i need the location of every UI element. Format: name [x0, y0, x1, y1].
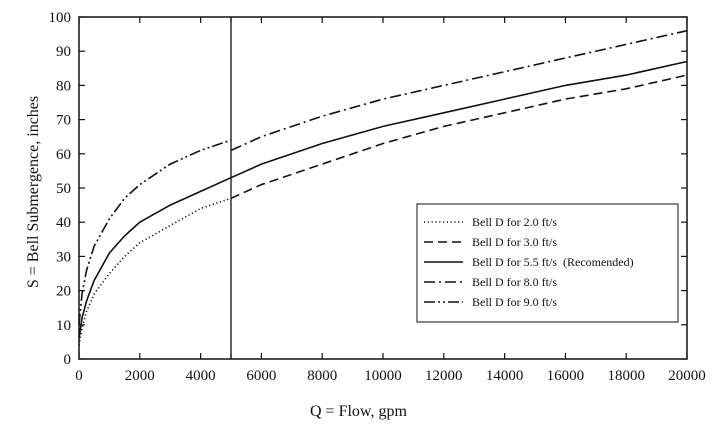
- x-tick-label: 4000: [186, 368, 216, 384]
- series-line: [78, 139, 232, 325]
- y-tick-label: 20: [56, 284, 71, 300]
- y-tick-label: 80: [56, 78, 71, 94]
- x-tick-label: 14000: [486, 368, 524, 384]
- legend-label: Bell D for 9.0 ft/s: [472, 295, 557, 309]
- series-line: [78, 60, 688, 339]
- x-tick-label: 12000: [425, 368, 463, 384]
- x-tick-label: 0: [75, 368, 83, 384]
- legend-label: Bell D for 8.0 ft/s: [472, 275, 557, 289]
- x-tick-label: 8000: [307, 368, 337, 384]
- series-layer: [78, 29, 688, 346]
- legend-entries: Bell D for 2.0 ft/s Bell D for 3.0 ft/s Be…: [424, 215, 634, 309]
- legend-label: Bell D for 2.0 ft/s: [472, 215, 557, 229]
- x-tick-label: 16000: [547, 368, 585, 384]
- y-tick-label: 100: [49, 10, 72, 26]
- series-line: [230, 29, 688, 152]
- legend: Bell D for 2.0 ft/s Bell D for 3.0 ft/s Be…: [416, 203, 679, 323]
- y-tick-label: 30: [56, 249, 71, 265]
- legend-label: Bell D for 5.5 ft/s (Recomended): [472, 255, 634, 269]
- y-tick-label: 60: [56, 147, 71, 163]
- series-line: [230, 74, 688, 200]
- y-axis-title: S = Bell Submergence, inches: [25, 96, 42, 288]
- series-line: [78, 197, 232, 346]
- x-tick-label: 18000: [607, 368, 645, 384]
- legend-box: [416, 203, 679, 323]
- y-tick-label: 10: [56, 318, 71, 334]
- x-axis: 0 2000 4000 6000 8000 10000 12000 14000 16000 180…: [75, 17, 706, 384]
- y-tick-label: 0: [64, 352, 72, 368]
- x-tick-label: 10000: [364, 368, 402, 384]
- y-tick-label: 40: [56, 215, 71, 231]
- y-tick-label: 50: [56, 181, 71, 197]
- y-tick-label: 70: [56, 113, 71, 129]
- x-tick-label: 20000: [668, 368, 706, 384]
- y-axis: 0 10 20 30 40 50 60 70 80 90 100: [49, 10, 687, 368]
- x-axis-title: Q = Flow, gpm: [310, 403, 407, 420]
- x-tick-label: 6000: [246, 368, 276, 384]
- y-tick-label: 90: [56, 44, 71, 60]
- x-tick-label: 2000: [125, 368, 155, 384]
- legend-label: Bell D for 3.0 ft/s: [472, 235, 557, 249]
